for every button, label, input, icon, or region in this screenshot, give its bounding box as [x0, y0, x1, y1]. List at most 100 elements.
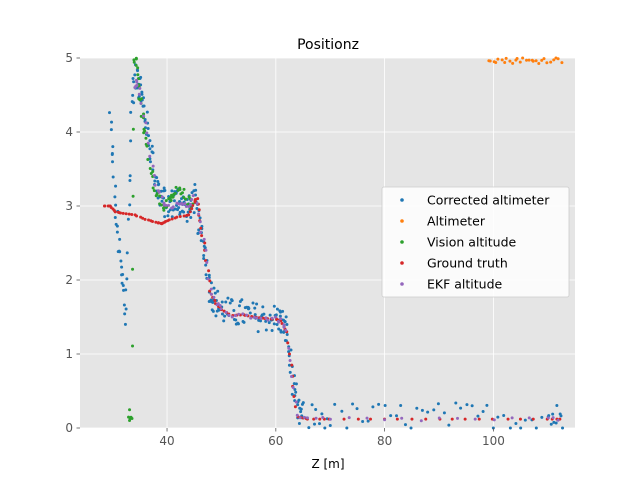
- data-point: [506, 417, 510, 421]
- y-tick-label: 0: [65, 421, 73, 435]
- data-point: [192, 211, 196, 215]
- data-point: [320, 412, 324, 416]
- data-point: [403, 423, 407, 427]
- data-point: [113, 216, 117, 220]
- data-point: [208, 279, 212, 283]
- data-point: [203, 241, 207, 245]
- data-point: [151, 186, 155, 190]
- data-point: [285, 322, 289, 326]
- data-point: [510, 416, 514, 420]
- data-point: [355, 407, 359, 411]
- data-point: [182, 214, 186, 218]
- data-point: [133, 73, 137, 77]
- data-point: [227, 313, 231, 317]
- data-point: [175, 215, 179, 219]
- data-point: [290, 363, 294, 367]
- data-point: [190, 197, 194, 201]
- data-point: [234, 318, 238, 322]
- data-point: [229, 298, 233, 302]
- data-point: [213, 291, 217, 295]
- data-point: [145, 144, 149, 148]
- data-point: [184, 197, 188, 201]
- data-point: [347, 416, 351, 420]
- data-point: [268, 313, 272, 317]
- data-point: [213, 299, 217, 303]
- data-point: [277, 327, 281, 331]
- data-point: [211, 309, 215, 313]
- data-point: [153, 179, 157, 183]
- data-point: [110, 153, 114, 157]
- data-point: [534, 59, 538, 63]
- data-point: [212, 286, 216, 290]
- data-point: [456, 416, 460, 420]
- data-point: [182, 187, 186, 191]
- data-point: [223, 314, 227, 318]
- data-point: [294, 400, 298, 404]
- data-point: [156, 183, 160, 187]
- data-point: [171, 205, 175, 209]
- data-point: [122, 303, 126, 307]
- data-point: [139, 114, 143, 118]
- data-point: [450, 417, 454, 421]
- data-point: [437, 416, 441, 420]
- data-point: [173, 191, 177, 195]
- data-point: [540, 415, 544, 419]
- data-point: [189, 216, 193, 220]
- data-point: [277, 320, 281, 324]
- data-point: [293, 388, 297, 392]
- data-point: [184, 204, 188, 208]
- data-point: [128, 174, 132, 178]
- data-point: [426, 410, 430, 414]
- data-point: [230, 315, 234, 319]
- data-point: [148, 139, 152, 143]
- data-point: [545, 61, 549, 65]
- data-point: [139, 101, 143, 105]
- data-point: [285, 333, 289, 337]
- data-point: [323, 426, 327, 430]
- data-point: [465, 403, 469, 407]
- x-tick-label: 80: [377, 434, 392, 448]
- data-point: [287, 363, 291, 367]
- data-point: [128, 203, 132, 207]
- data-point: [219, 307, 223, 311]
- data-point: [164, 199, 168, 203]
- data-point: [142, 104, 146, 108]
- axis-ticks: 40 60 80 100 0 1 2 3 4 5: [65, 51, 505, 448]
- data-point: [220, 300, 224, 304]
- data-point: [164, 203, 168, 207]
- data-point: [193, 193, 197, 197]
- data-point: [292, 395, 296, 399]
- data-point: [195, 202, 199, 206]
- data-point: [519, 426, 523, 430]
- data-point: [151, 220, 155, 224]
- data-point: [195, 206, 199, 210]
- data-point: [496, 415, 500, 419]
- data-point: [199, 239, 203, 243]
- y-tick-label: 4: [65, 125, 73, 139]
- data-point: [146, 158, 150, 162]
- data-point: [209, 292, 213, 296]
- data-point: [182, 195, 186, 199]
- data-point: [549, 422, 553, 426]
- data-point: [518, 417, 522, 421]
- data-point: [518, 60, 522, 64]
- data-point: [198, 230, 202, 234]
- data-point: [226, 296, 230, 300]
- data-point: [459, 406, 463, 410]
- x-tick-label: 100: [482, 434, 505, 448]
- data-point: [206, 277, 210, 281]
- data-point: [242, 320, 246, 324]
- data-point: [274, 315, 278, 319]
- data-point: [132, 80, 136, 84]
- data-point: [143, 217, 147, 221]
- data-point: [218, 304, 222, 308]
- data-point: [377, 402, 381, 406]
- data-point: [202, 237, 206, 241]
- data-point: [200, 234, 204, 238]
- data-point: [546, 416, 550, 420]
- data-point: [286, 341, 290, 345]
- data-point: [432, 408, 436, 412]
- data-point: [395, 414, 399, 418]
- data-point: [561, 426, 565, 430]
- data-point: [552, 58, 556, 62]
